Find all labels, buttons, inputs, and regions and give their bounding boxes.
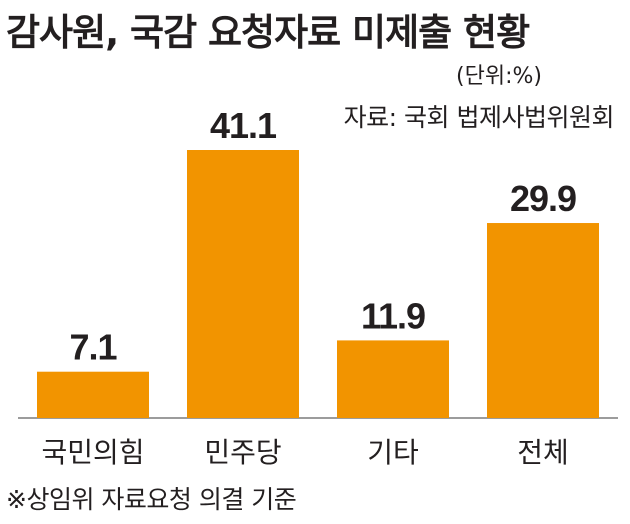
value-label-4: 29.9	[510, 178, 576, 219]
category-label-3: 기타	[367, 436, 419, 469]
bar-4	[487, 223, 599, 418]
category-label-1: 국민의힘	[41, 436, 144, 469]
source-label: 자료: 국회 법제사법위원회	[343, 103, 615, 132]
value-label-3: 11.9	[361, 295, 425, 336]
bar-3	[337, 340, 449, 418]
unit-label: (단위:%)	[456, 64, 542, 89]
value-label-1: 7.1	[69, 327, 117, 368]
category-label-4: 전체	[517, 436, 569, 469]
chart-title: 감사원, 국감 요청자료 미제출 현황	[6, 11, 530, 54]
value-label-2: 41.1	[210, 105, 277, 146]
category-label-2: 민주당	[204, 436, 281, 469]
footnote: ※상임위 자료요청 의결 기준	[6, 485, 297, 514]
bar-2	[187, 150, 299, 418]
bar-1	[37, 371, 149, 418]
